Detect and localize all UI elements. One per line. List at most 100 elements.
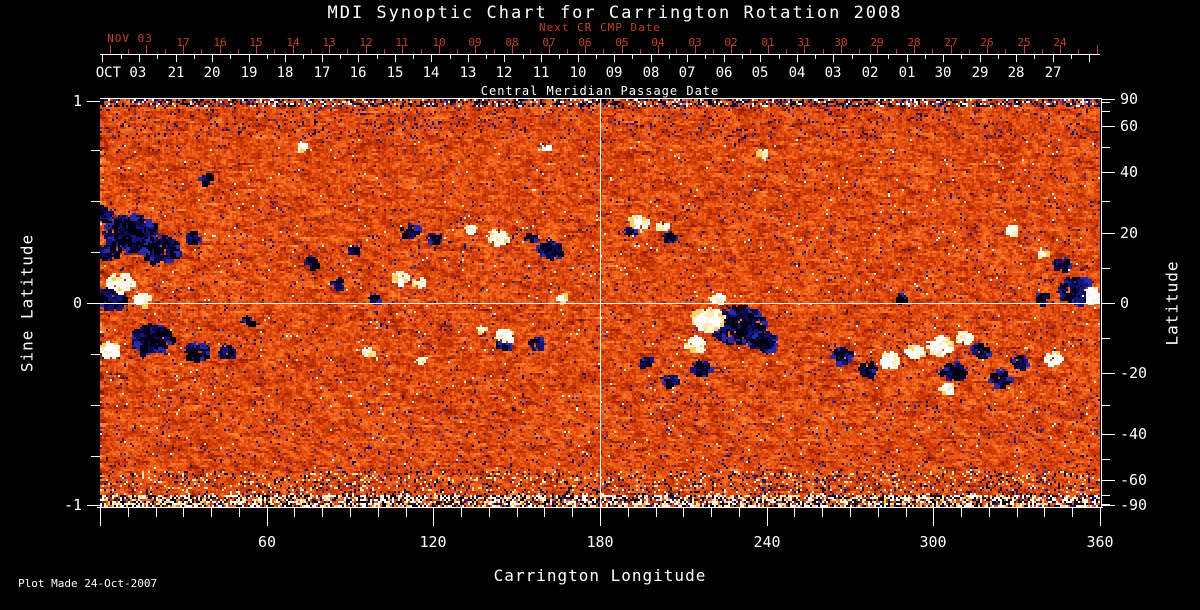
cmp-date-tick: [395, 54, 396, 62]
sine-latitude-minor-tick: [91, 405, 100, 406]
longitude-tick: [1100, 508, 1101, 526]
longitude-tick: [739, 508, 740, 517]
latitude-tick-label: 0: [1120, 294, 1130, 312]
longitude-tick-label: 60: [257, 533, 277, 551]
latitude-minor-tick: [1102, 504, 1110, 505]
next-cr-date-minor-tick: [530, 49, 531, 54]
longitude-tick: [850, 508, 851, 517]
cmp-date-minor-tick: [596, 54, 597, 59]
plot-bottom-border: [97, 507, 1103, 508]
next-cr-date-label: 03: [688, 36, 702, 49]
next-cr-date-label: 08: [505, 36, 519, 49]
next-cr-date-minor-tick: [896, 49, 897, 54]
cmp-date-label: 05: [751, 65, 769, 81]
cmp-date-tick: [578, 54, 579, 62]
cmp-date-tick: [322, 54, 323, 62]
longitude-tick-label: 360: [1086, 533, 1114, 551]
cmp-date-label: 30: [934, 65, 952, 81]
latitude-tick: [1102, 126, 1115, 127]
next-cr-date-minor-tick: [128, 49, 129, 54]
longitude-tick: [433, 508, 434, 526]
next-cr-date-tick: [220, 45, 221, 54]
cmp-date-tick: [1089, 54, 1090, 62]
next-cr-month-year-label: NOV 03: [107, 32, 153, 45]
sine-latitude-minor-tick: [91, 150, 100, 151]
longitude-tick: [239, 508, 240, 517]
next-cr-date-tick: [293, 45, 294, 54]
cmp-date-minor-tick: [340, 54, 341, 59]
next-cr-date-tick: [512, 45, 513, 54]
cmp-date-minor-tick: [961, 54, 962, 59]
cmp-date-tick: [139, 54, 140, 62]
next-cr-date-minor-tick: [969, 49, 970, 54]
cmp-date-minor-tick: [413, 54, 414, 59]
cmp-date-label: 11: [532, 65, 550, 81]
next-cr-date-tick: [768, 45, 769, 54]
latitude-tick-label: 60: [1120, 117, 1139, 135]
longitude-tick: [961, 508, 962, 517]
next-cr-date-label: 26: [980, 36, 994, 49]
latitude-tick: [1102, 373, 1115, 374]
next-cr-date-tick: [402, 45, 403, 54]
next-cr-date-tick: [110, 45, 111, 54]
longitude-tick: [322, 508, 323, 517]
cmp-date-tick: [614, 54, 615, 62]
date-axis-line: [100, 54, 1100, 55]
next-cr-date-tick: [841, 45, 842, 54]
cmp-date-minor-tick: [303, 54, 304, 59]
latitude-minor-tick: [1102, 201, 1110, 202]
cmp-date-minor-tick: [523, 54, 524, 59]
chart-title: MDI Synoptic Chart for Carrington Rotati…: [327, 3, 903, 23]
cmp-date-label: 12: [495, 65, 513, 81]
longitude-tick: [1017, 508, 1018, 517]
cmp-date-tick: [541, 54, 542, 62]
longitude-tick: [1072, 508, 1073, 517]
next-cr-date-label: 09: [468, 36, 482, 49]
cmp-date-minor-tick: [742, 54, 743, 59]
sine-latitude-tick: [87, 505, 100, 506]
next-cr-date-minor-tick: [494, 49, 495, 54]
next-cr-date-tick: [658, 45, 659, 54]
cmp-date-minor-tick: [925, 54, 926, 59]
next-cr-date-label: 30: [834, 36, 848, 49]
cmp-date-minor-tick: [121, 54, 122, 59]
latitude-tick-label: -40: [1120, 425, 1148, 443]
next-cr-date-label: 06: [578, 36, 592, 49]
next-cr-date-tick: [329, 45, 330, 54]
cmp-date-label: 20: [203, 65, 221, 81]
next-cr-date-minor-tick: [165, 49, 166, 54]
next-cr-date-label: 11: [395, 36, 409, 49]
next-cr-date-label: 29: [870, 36, 884, 49]
cmp-date-label: 15: [386, 65, 404, 81]
longitude-tick-label: 240: [753, 533, 781, 551]
cmp-date-minor-tick: [888, 54, 889, 59]
cmp-date-label: 21: [167, 65, 185, 81]
cmp-date-tick: [907, 54, 908, 62]
longitude-tick: [128, 508, 129, 517]
next-cr-date-minor-tick: [786, 49, 787, 54]
cmp-date-minor-tick: [632, 54, 633, 59]
longitude-tick: [489, 508, 490, 517]
longitude-tick: [378, 508, 379, 517]
longitude-tick: [572, 508, 573, 517]
carrington-longitude-axis-title: Carrington Longitude: [493, 566, 707, 585]
cmp-date-tick: [760, 54, 761, 62]
longitude-tick: [183, 508, 184, 517]
latitude-tick: [1102, 505, 1115, 506]
sine-latitude-minor-tick: [91, 354, 100, 355]
cmp-date-label: 10: [569, 65, 587, 81]
next-cr-date-tick: [987, 45, 988, 54]
longitude-tick: [794, 508, 795, 517]
sine-latitude-minor-tick: [91, 201, 100, 202]
cmp-date-minor-tick: [779, 54, 780, 59]
cmp-date-tick: [870, 54, 871, 62]
next-cr-date-label: 05: [615, 36, 629, 49]
next-cr-date-minor-tick: [384, 49, 385, 54]
cmp-date-minor-tick: [1034, 54, 1035, 59]
latitude-tick-label: 90: [1120, 90, 1139, 108]
latitude-tick-label: -60: [1120, 471, 1148, 489]
longitude-tick: [461, 508, 462, 517]
cmp-date-minor-tick: [230, 54, 231, 59]
longitude-tick: [822, 508, 823, 517]
